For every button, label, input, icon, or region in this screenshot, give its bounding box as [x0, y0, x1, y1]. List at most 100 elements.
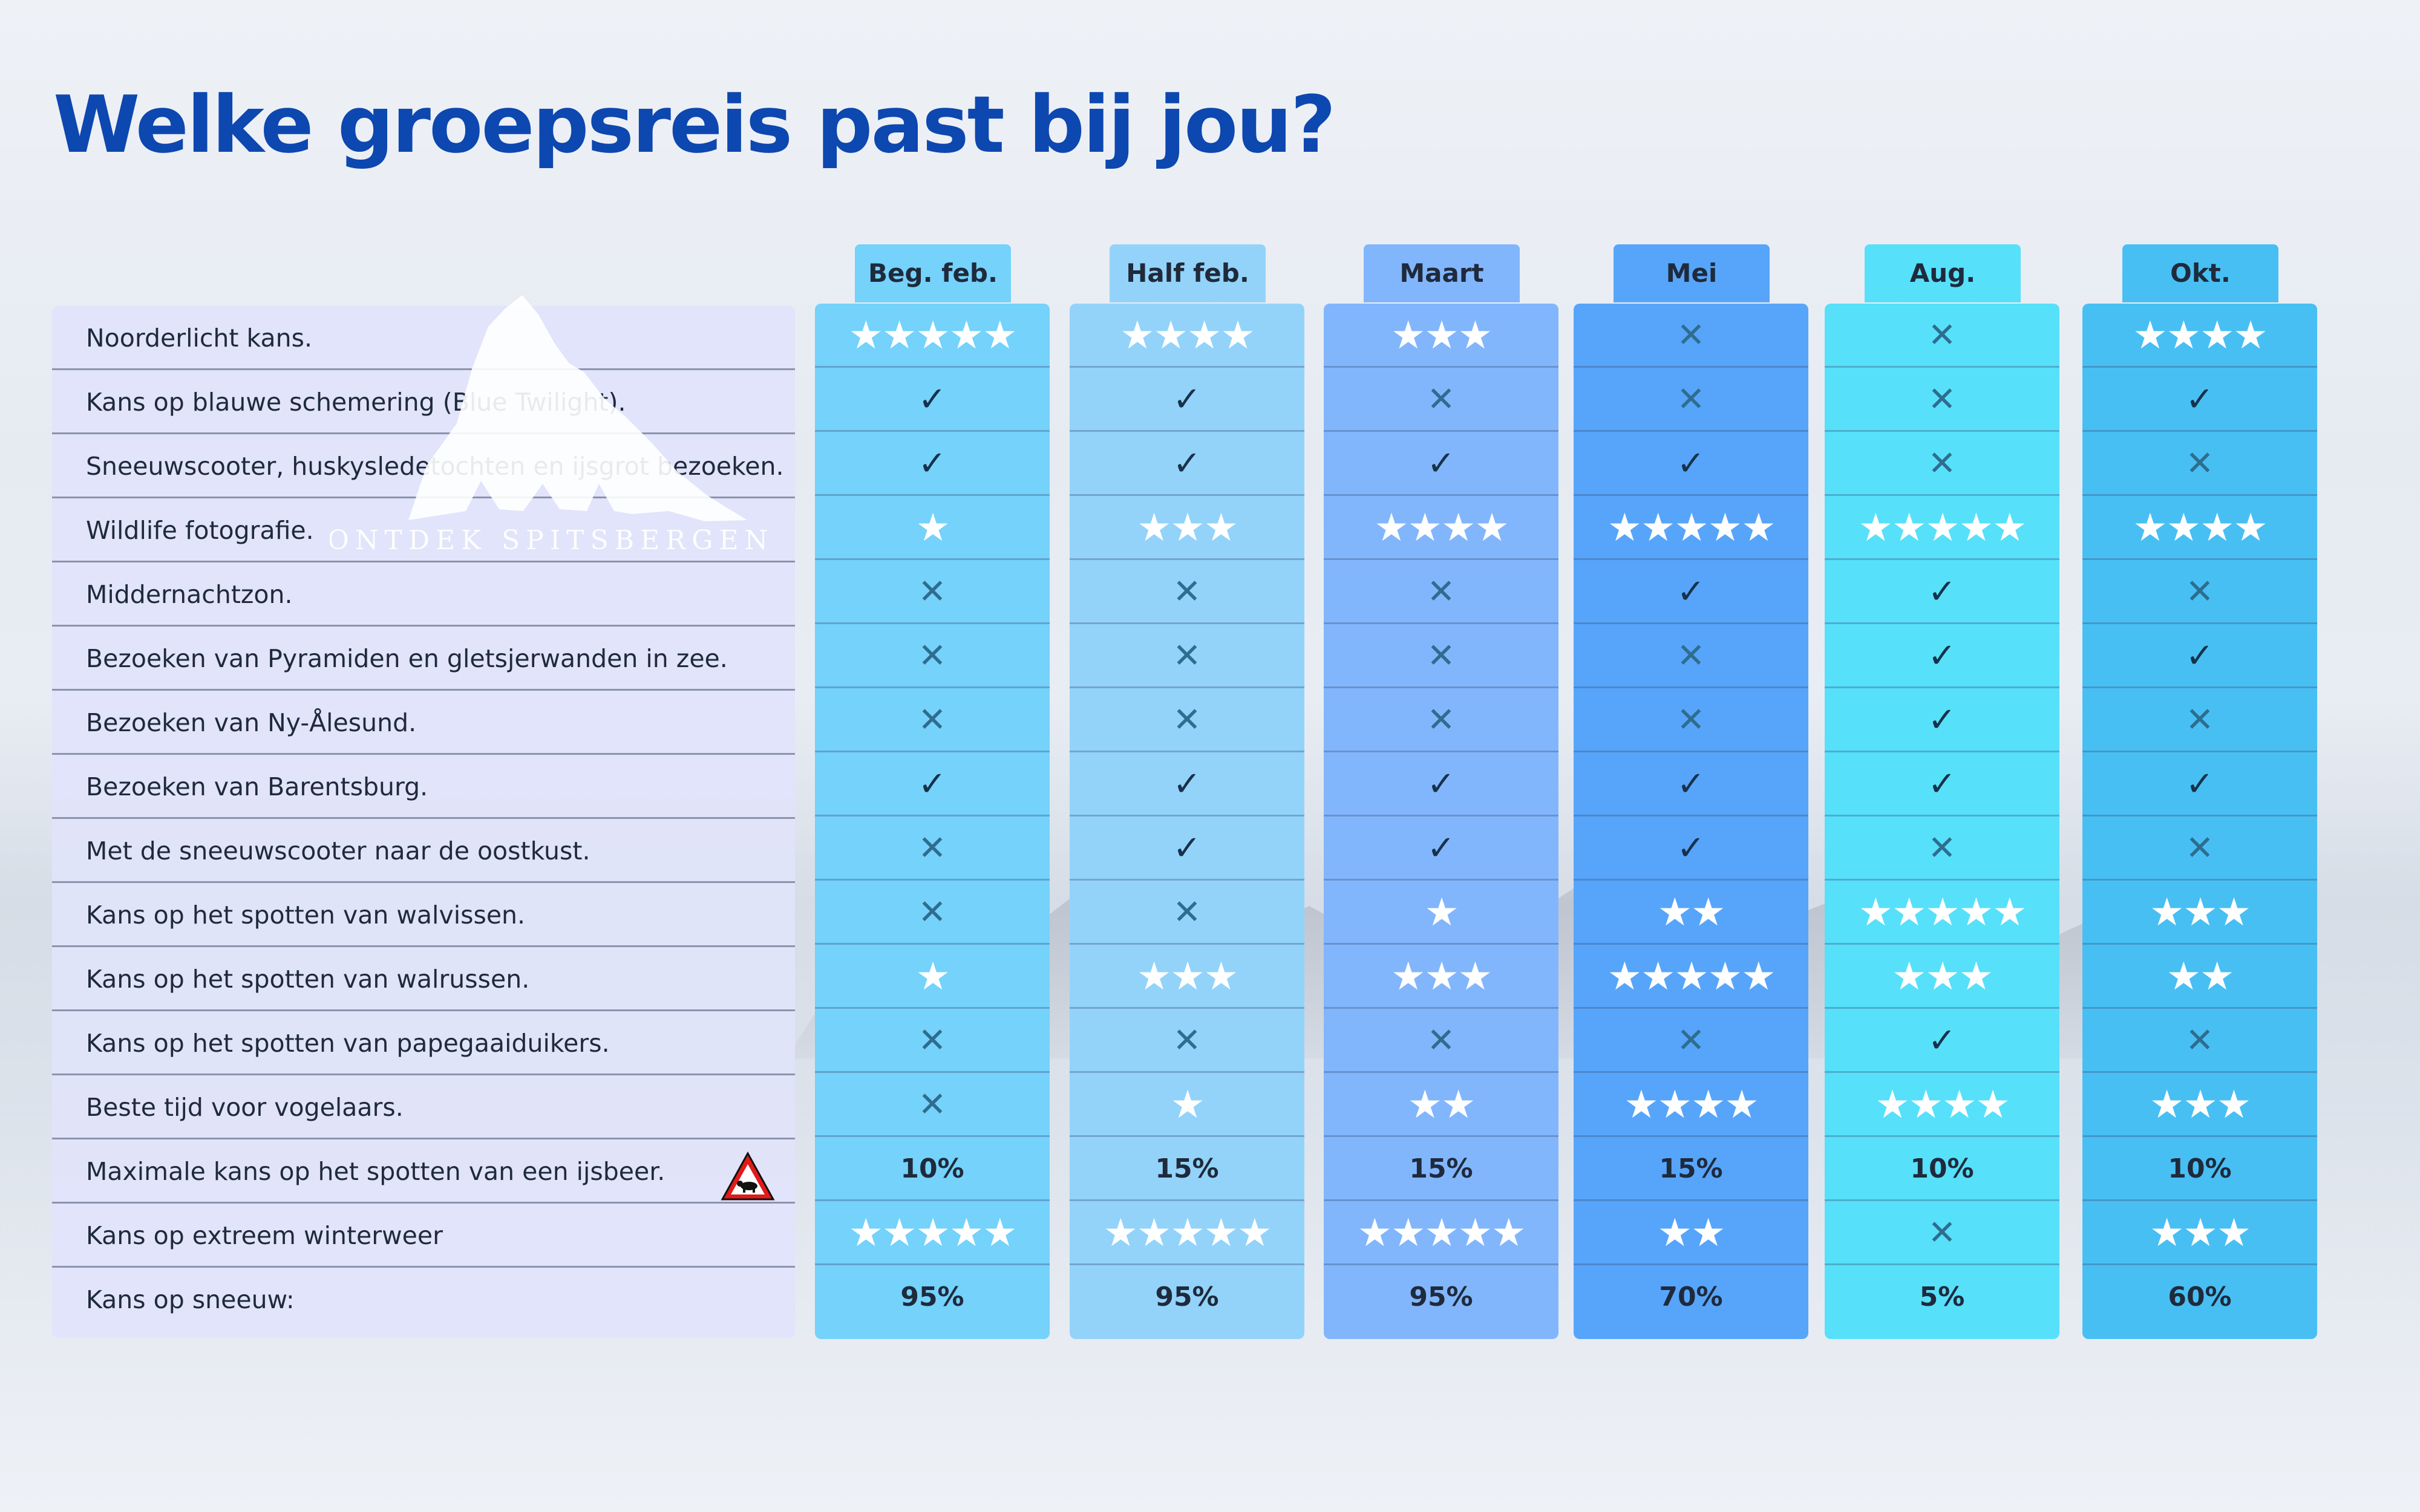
row-label-1: Kans op blauwe schemering (Blue Twilight…	[52, 370, 795, 434]
check-icon: ✓	[1574, 560, 1808, 624]
row-label-6: Bezoeken van Ny-Ålesund.	[52, 691, 795, 755]
percentage-value: 95%	[900, 1282, 964, 1312]
row-label-text: Sneeuwscooter, huskysledetochten en ijsg…	[86, 452, 784, 481]
check-icon: ✓	[1070, 816, 1304, 881]
percentage-value: 15%	[1070, 1137, 1304, 1201]
star-rating: ★	[815, 496, 1050, 560]
star-rating: ★★★	[2082, 1073, 2317, 1137]
cross-icon: ✕	[1574, 368, 1808, 432]
month-tab-3: Mei	[1614, 244, 1770, 302]
star-rating: ★★★★★	[815, 304, 1050, 368]
row-label-text: Beste tijd voor vogelaars.	[86, 1093, 404, 1122]
row-label-10: Kans op het spotten van walrussen.	[52, 947, 795, 1011]
row-label-8: Met de sneeuwscooter naar de oostkust.	[52, 819, 795, 883]
percentage-value: 10%	[1825, 1137, 2059, 1201]
month-tab-0: Beg. feb.	[855, 244, 1011, 302]
star-rating: ★★★	[1324, 945, 1558, 1009]
star-rating: ★★★★★	[1070, 1201, 1304, 1265]
check-icon: ✓	[1574, 816, 1808, 881]
star-rating: ★★	[1574, 881, 1808, 945]
check-icon: ✓	[1070, 752, 1304, 816]
cross-icon: ✕	[1825, 816, 2059, 881]
check-icon: ✓	[1324, 816, 1558, 881]
star-rating: ★★★★★	[1825, 881, 2059, 945]
percentage-value: 15%	[1324, 1137, 1558, 1201]
check-icon: ✓	[1825, 1009, 2059, 1073]
percentage-value: 60%	[2168, 1282, 2232, 1312]
cross-icon: ✕	[1574, 304, 1808, 368]
month-tab-1: Half feb.	[1110, 244, 1266, 302]
row-label-text: Bezoeken van Barentsburg.	[86, 772, 428, 801]
polar-bear-warning-icon	[721, 1151, 775, 1201]
cross-icon: ✕	[815, 1073, 1050, 1137]
star-rating: ★★★★★	[1574, 945, 1808, 1009]
month-column-4: ✕ ✕ ✕ ★★★★★ ✓ ✓ ✓ ✓ ✕ ★★★★★ ★★★ ✓ ★★★★ 10% ✕ 5%	[1825, 304, 2059, 1339]
star-rating: ★★★★	[1324, 496, 1558, 560]
row-label-text: Kans op het spotten van papegaaiduikers.	[86, 1029, 610, 1058]
cross-icon: ✕	[1574, 688, 1808, 752]
star-rating: ★★★★	[1825, 1073, 2059, 1137]
check-icon: ✓	[1070, 368, 1304, 432]
cross-icon: ✕	[815, 1009, 1050, 1073]
cross-icon: ✕	[1324, 368, 1558, 432]
check-icon: ✓	[1574, 752, 1808, 816]
cross-icon: ✕	[1324, 688, 1558, 752]
star-rating: ★★★	[1070, 496, 1304, 560]
row-label-text: Kans op het spotten van walvissen.	[86, 901, 526, 930]
cross-icon: ✕	[1324, 1009, 1558, 1073]
row-label-text: Bezoeken van Pyramiden en gletsjerwanden…	[86, 644, 728, 673]
cross-icon: ✕	[815, 816, 1050, 881]
percentage-value: 5%	[1919, 1282, 1965, 1312]
row-label-text: Maximale kans op het spotten van een ijs…	[86, 1157, 666, 1186]
cross-icon: ✕	[1070, 560, 1304, 624]
percentage-value: 70%	[1659, 1282, 1723, 1312]
star-rating: ★★★★★	[1825, 496, 2059, 560]
cross-icon: ✕	[1070, 624, 1304, 688]
star-rating: ★★★	[1070, 945, 1304, 1009]
cross-icon: ✕	[1324, 560, 1558, 624]
star-rating: ★★★★	[1574, 1073, 1808, 1137]
star-rating: ★★★	[1324, 304, 1558, 368]
check-icon: ✓	[815, 432, 1050, 496]
cross-icon: ✕	[2082, 560, 2317, 624]
row-label-9: Kans op het spotten van walvissen.	[52, 883, 795, 947]
star-rating: ★★	[1324, 1073, 1558, 1137]
cross-icon: ✕	[1825, 1201, 2059, 1265]
star-rating: ★	[1324, 881, 1558, 945]
row-label-text: Wildlife fotografie.	[86, 516, 314, 545]
star-rating: ★	[815, 945, 1050, 1009]
check-icon: ✓	[2082, 624, 2317, 688]
row-label-text: Met de sneeuwscooter naar de oostkust.	[86, 836, 590, 865]
cross-icon: ✕	[815, 688, 1050, 752]
percentage-value: 10%	[2082, 1137, 2317, 1201]
check-icon: ✓	[1825, 688, 2059, 752]
row-label-13: Maximale kans op het spotten van een ijs…	[52, 1139, 795, 1204]
month-column-1: ★★★★ ✓ ✓ ★★★ ✕ ✕ ✕ ✓ ✓ ✕ ★★★ ✕ ★ 15% ★★★★★ 95%	[1070, 304, 1304, 1339]
cross-icon: ✕	[1574, 1009, 1808, 1073]
row-label-3: Wildlife fotografie.	[52, 498, 795, 562]
row-labels-panel: Noorderlicht kans. Kans op blauwe schemer…	[52, 306, 795, 1338]
row-label-text: Middernachtzon.	[86, 580, 293, 609]
row-label-text: Kans op extreem winterweer	[86, 1221, 443, 1250]
row-label-text: Kans op sneeuw:	[86, 1285, 295, 1314]
row-label-4: Middernachtzon.	[52, 562, 795, 627]
month-column-5: ★★★★ ✓ ✕ ★★★★ ✕ ✓ ✕ ✓ ✕ ★★★ ★★ ✕ ★★★ 10% ★★★ 60%	[2082, 304, 2317, 1339]
cross-icon: ✕	[1070, 1009, 1304, 1073]
month-tab-2: Maart	[1364, 244, 1520, 302]
cross-icon: ✕	[815, 881, 1050, 945]
row-label-text: Bezoeken van Ny-Ålesund.	[86, 708, 417, 737]
month-column-3: ✕ ✕ ✓ ★★★★★ ✓ ✕ ✕ ✓ ✓ ★★ ★★★★★ ✕ ★★★★ 15% ★★ 70%	[1574, 304, 1808, 1339]
check-icon: ✓	[1070, 432, 1304, 496]
check-icon: ✓	[815, 752, 1050, 816]
check-icon: ✓	[1324, 752, 1558, 816]
percentage-value: 95%	[1155, 1282, 1219, 1312]
row-label-7: Bezoeken van Barentsburg.	[52, 755, 795, 819]
star-rating: ★★★★	[2082, 304, 2317, 368]
star-rating: ★★★	[1825, 945, 2059, 1009]
month-column-0: ★★★★★ ✓ ✓ ★ ✕ ✕ ✕ ✓ ✕ ✕ ★ ✕ ✕ 10% ★★★★★ 95%	[815, 304, 1050, 1339]
star-rating: ★★★	[2082, 881, 2317, 945]
cross-icon: ✕	[815, 624, 1050, 688]
row-label-11: Kans op het spotten van papegaaiduikers.	[52, 1011, 795, 1075]
check-icon: ✓	[1574, 432, 1808, 496]
cross-icon: ✕	[1825, 304, 2059, 368]
